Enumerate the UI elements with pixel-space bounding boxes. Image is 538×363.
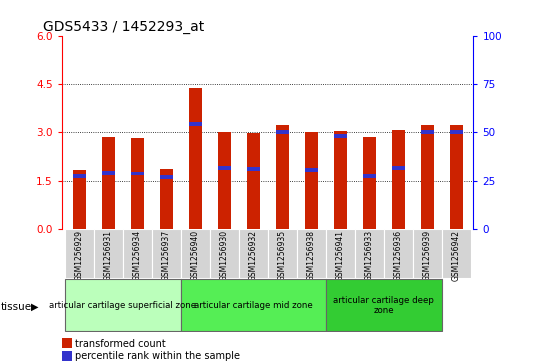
Bar [181, 280, 325, 331]
Text: GSM1256931: GSM1256931 [104, 230, 113, 281]
Bar [392, 167, 405, 170]
Bar [325, 229, 355, 278]
Text: GSM1256936: GSM1256936 [394, 230, 402, 281]
Bar [305, 132, 317, 229]
Text: GSM1256932: GSM1256932 [249, 230, 258, 281]
Bar [65, 280, 181, 331]
Bar [73, 174, 86, 178]
Bar [210, 229, 239, 278]
Text: GSM1256930: GSM1256930 [220, 230, 229, 281]
Text: articular cartilage superficial zone: articular cartilage superficial zone [49, 301, 196, 310]
Bar [325, 280, 442, 331]
Bar [189, 122, 202, 126]
Text: articular cartilage deep
zone: articular cartilage deep zone [333, 295, 434, 315]
Bar [218, 132, 231, 229]
Text: GSM1256940: GSM1256940 [190, 230, 200, 281]
Bar [450, 126, 463, 229]
Bar [305, 168, 317, 172]
Bar [450, 130, 463, 134]
Text: GDS5433 / 1452293_at: GDS5433 / 1452293_at [43, 20, 204, 34]
Bar [189, 88, 202, 229]
Text: GSM1256941: GSM1256941 [336, 230, 345, 281]
Bar [246, 134, 260, 229]
Text: transformed count: transformed count [75, 339, 166, 349]
Bar [421, 130, 434, 134]
Bar [160, 170, 173, 229]
Bar [384, 229, 413, 278]
Bar [296, 229, 325, 278]
Bar [392, 130, 405, 229]
Bar [123, 229, 152, 278]
Bar [268, 229, 296, 278]
Bar [442, 229, 471, 278]
Text: GSM1256934: GSM1256934 [133, 230, 141, 281]
Bar [363, 174, 376, 178]
Text: GSM1256939: GSM1256939 [422, 230, 431, 281]
Text: tissue: tissue [1, 302, 32, 312]
Bar [181, 229, 210, 278]
Bar [421, 126, 434, 229]
Text: percentile rank within the sample: percentile rank within the sample [75, 351, 240, 362]
Bar [73, 170, 86, 229]
Bar [94, 229, 123, 278]
Text: ▶: ▶ [31, 302, 39, 312]
Text: GSM1256929: GSM1256929 [75, 230, 84, 281]
Bar [218, 167, 231, 170]
Bar [239, 229, 268, 278]
Text: GSM1256938: GSM1256938 [307, 230, 316, 281]
Text: articular cartilage mid zone: articular cartilage mid zone [194, 301, 313, 310]
Text: GSM1256937: GSM1256937 [162, 230, 171, 281]
Bar [334, 131, 346, 229]
Bar [65, 229, 94, 278]
Bar [275, 130, 289, 134]
Bar [363, 136, 376, 229]
Bar [131, 172, 144, 175]
Bar [131, 138, 144, 229]
Bar [413, 229, 442, 278]
Bar [102, 136, 115, 229]
Bar [152, 229, 181, 278]
Bar [160, 175, 173, 179]
Text: GSM1256933: GSM1256933 [365, 230, 373, 281]
Bar [355, 229, 384, 278]
Text: GSM1256942: GSM1256942 [451, 230, 461, 281]
Text: GSM1256935: GSM1256935 [278, 230, 287, 281]
Bar [102, 171, 115, 175]
Bar [334, 134, 346, 138]
Bar [275, 126, 289, 229]
Bar [246, 167, 260, 171]
